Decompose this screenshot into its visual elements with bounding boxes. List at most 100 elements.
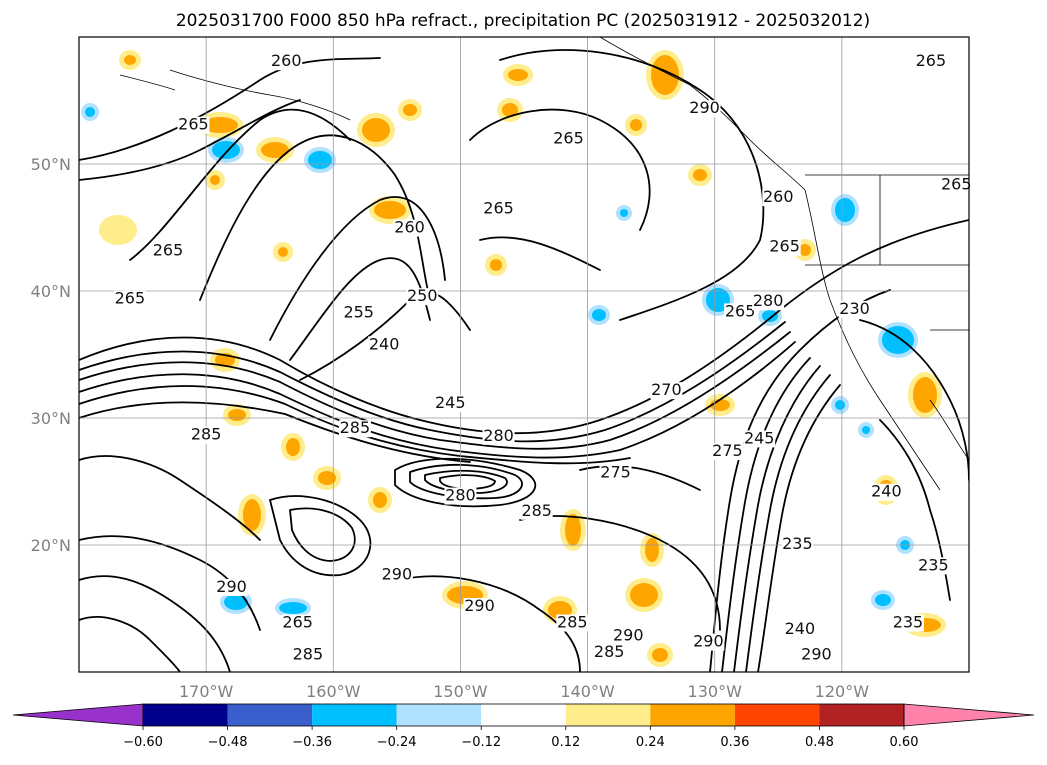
contour-label-bg (743, 430, 776, 448)
precip-positive (630, 583, 658, 607)
contour-label: 275 (600, 463, 631, 482)
colorbar-tick-label: 0.24 (636, 735, 665, 750)
figure-title: 2025031700 F000 850 hPa refract., precip… (176, 11, 870, 31)
precip-positive (202, 117, 238, 133)
precip-positive (548, 601, 572, 619)
precip-positive (565, 514, 581, 546)
contour-label-bg (752, 293, 785, 311)
colorbar-segment (565, 704, 651, 726)
precip-negative (224, 594, 248, 610)
colorbar-segment (650, 704, 735, 726)
longitude-label: 120°W (815, 682, 870, 701)
colorbar-tick-label: 0.48 (805, 735, 834, 750)
contour-label-bg (692, 633, 725, 651)
contour-label-bg (711, 443, 744, 461)
precip-positive (228, 409, 246, 421)
contour-label-bg (434, 394, 467, 412)
contour-label-bg (870, 483, 903, 501)
precip-positive (373, 492, 387, 508)
contour-label: 260 (271, 51, 302, 70)
contour-label: 290 (382, 564, 413, 583)
coastlines (119, 37, 969, 491)
contour-label-bg (368, 336, 401, 354)
colorbar-segment (734, 704, 820, 726)
colorbar-segment (312, 704, 397, 726)
contour-label-bg (762, 189, 795, 207)
contour-label-bg (768, 238, 801, 256)
map-panel: 260 265 265 265 265 265 265 265 265 265 260 250 255 2… (78, 36, 973, 673)
precip-positive (261, 142, 289, 158)
latitude-label: 30°N (31, 409, 71, 428)
precip-positive (693, 169, 707, 181)
contour-label-bg (444, 487, 477, 505)
precip-positive (645, 538, 659, 562)
contour-label-bg (291, 646, 324, 664)
contour-label-bg (281, 614, 314, 632)
contour-label: 290 (689, 98, 720, 117)
contour-label: 285 (521, 501, 552, 520)
contour-label-bg (891, 614, 924, 632)
contour-label: 285 (340, 418, 371, 437)
contour-label-bg (338, 420, 371, 438)
contour-label-bg (482, 200, 515, 218)
precip-positive-light (99, 215, 137, 245)
contour-label-bg (914, 53, 947, 71)
contour-label-bg (800, 646, 833, 664)
contour-label: 285 (594, 642, 625, 661)
contour-label: 290 (216, 577, 247, 596)
contour-label: 280 (753, 291, 784, 310)
precip-positive (362, 118, 390, 142)
contour-label: 265 (115, 289, 146, 308)
contour-label: 260 (394, 218, 425, 237)
colorbar-frame (142, 703, 905, 727)
contour-label-bg (177, 116, 210, 134)
longitude-label: 150°W (433, 682, 488, 701)
contour-labels: 260 265 265 265 265 265 265 265 265 265 260 250 255 2… (113, 51, 973, 664)
precip-negative (279, 602, 307, 614)
contour-label: 260 (763, 187, 794, 206)
contour-label: 290 (693, 632, 724, 651)
colorbar-extend-max (903, 703, 1035, 727)
precip-negative (762, 310, 778, 322)
contour-label: 235 (893, 613, 924, 632)
longitude-labels: 170°W 160°W 150°W 140°W 130°W 120°W (179, 682, 869, 701)
precip-positive (124, 55, 136, 65)
colorbar-tick-label: 0.36 (720, 735, 749, 750)
contour-label-bg (520, 502, 553, 520)
colorbar-tick-label: −0.36 (292, 735, 332, 750)
precip-negative (592, 309, 606, 321)
contour-label: 245 (435, 393, 466, 412)
contour-label: 235 (782, 534, 813, 553)
contour-label-bg (342, 304, 375, 322)
contour-label: 280 (483, 426, 514, 445)
contour-label-bg (215, 578, 248, 596)
contour-label-bg (688, 100, 721, 118)
contour-label: 285 (191, 425, 222, 444)
precip-positive (913, 377, 937, 413)
colorbar-tick-label: 0.12 (551, 735, 580, 750)
colorbar-segment (819, 704, 904, 726)
contour-label-bg (612, 627, 645, 645)
precip-positive (278, 247, 288, 257)
colorbar-tick-label: −0.24 (377, 735, 417, 750)
colorbar-extend-min (12, 703, 144, 727)
precip-negative (620, 209, 628, 217)
contour-label-bg (463, 598, 496, 616)
contour-label: 265 (941, 174, 972, 193)
precip-negative (862, 426, 870, 434)
contour-label-bg (940, 176, 973, 194)
contour-label: 265 (725, 301, 756, 320)
colorbar: −0.60 −0.48 −0.36 −0.24 −0.12 0.12 0.24 0.36 0.4… (12, 703, 1035, 750)
contour-label-bg (393, 219, 426, 237)
contour-label-bg (917, 557, 950, 575)
latitude-labels: 20°N 30°N 40°N 50°N (31, 155, 71, 555)
contour-label-bg (270, 53, 303, 71)
precip-positive (799, 244, 811, 256)
contour-label: 250 (407, 286, 438, 305)
contour-label: 240 (369, 334, 400, 353)
contour-label-bg (552, 130, 585, 148)
colorbar-segment (143, 704, 228, 726)
contour-label-bg (556, 614, 589, 632)
precip-positive (651, 55, 679, 95)
precip-negative (706, 288, 730, 312)
